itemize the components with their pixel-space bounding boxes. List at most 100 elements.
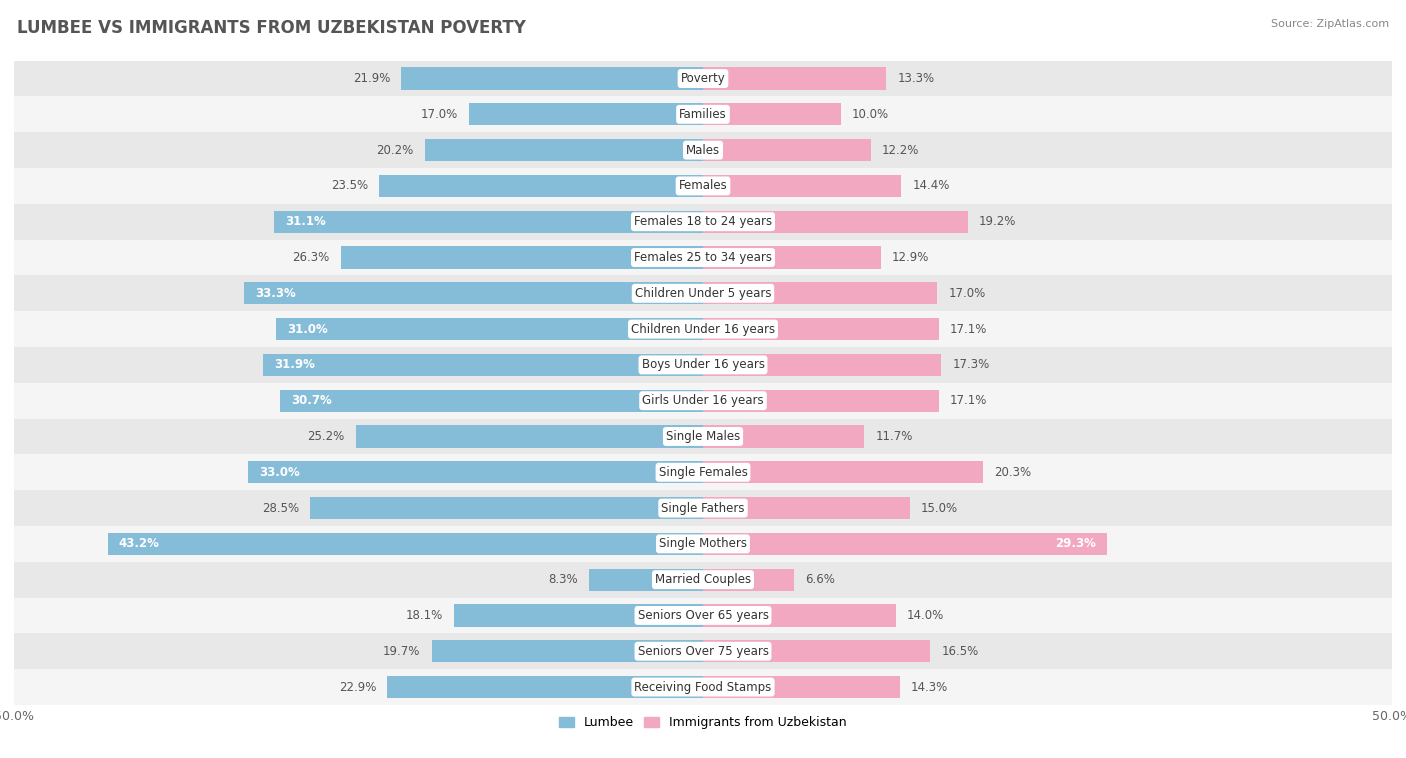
Text: 18.1%: 18.1%: [405, 609, 443, 622]
Text: 21.9%: 21.9%: [353, 72, 391, 85]
Text: Children Under 5 years: Children Under 5 years: [634, 287, 772, 300]
Bar: [703, 533, 1107, 555]
Text: 12.9%: 12.9%: [891, 251, 929, 264]
Text: Single Fathers: Single Fathers: [661, 502, 745, 515]
Bar: [14, 347, 1392, 383]
Bar: [14, 454, 1392, 490]
Text: 17.0%: 17.0%: [948, 287, 986, 300]
Bar: [703, 676, 900, 698]
Text: 17.0%: 17.0%: [420, 108, 458, 121]
Bar: [14, 634, 1392, 669]
Bar: [401, 67, 703, 89]
Bar: [703, 461, 983, 484]
Bar: [425, 139, 703, 161]
Text: 23.5%: 23.5%: [330, 180, 368, 193]
Text: 31.0%: 31.0%: [287, 323, 328, 336]
Bar: [14, 275, 1392, 312]
Bar: [14, 669, 1392, 705]
Bar: [703, 604, 896, 627]
Bar: [703, 425, 865, 447]
Legend: Lumbee, Immigrants from Uzbekistan: Lumbee, Immigrants from Uzbekistan: [554, 711, 852, 735]
Bar: [356, 425, 703, 447]
Bar: [14, 240, 1392, 275]
Bar: [703, 497, 910, 519]
Text: 14.3%: 14.3%: [911, 681, 948, 694]
Bar: [703, 568, 794, 590]
Bar: [276, 318, 703, 340]
Bar: [703, 318, 939, 340]
Bar: [14, 204, 1392, 240]
Bar: [703, 246, 880, 268]
Text: 30.7%: 30.7%: [291, 394, 332, 407]
Text: 13.3%: 13.3%: [897, 72, 935, 85]
Text: 16.5%: 16.5%: [942, 645, 979, 658]
Bar: [388, 676, 703, 698]
Text: Females 25 to 34 years: Females 25 to 34 years: [634, 251, 772, 264]
Text: 33.0%: 33.0%: [259, 465, 299, 479]
Bar: [14, 597, 1392, 634]
Text: 17.1%: 17.1%: [949, 394, 987, 407]
Text: Source: ZipAtlas.com: Source: ZipAtlas.com: [1271, 19, 1389, 29]
Bar: [280, 390, 703, 412]
Bar: [245, 282, 703, 305]
Text: 17.3%: 17.3%: [952, 359, 990, 371]
Text: Girls Under 16 years: Girls Under 16 years: [643, 394, 763, 407]
Text: 6.6%: 6.6%: [806, 573, 835, 586]
Text: LUMBEE VS IMMIGRANTS FROM UZBEKISTAN POVERTY: LUMBEE VS IMMIGRANTS FROM UZBEKISTAN POV…: [17, 19, 526, 37]
Bar: [311, 497, 703, 519]
Text: 29.3%: 29.3%: [1054, 537, 1095, 550]
Text: Single Males: Single Males: [666, 430, 740, 443]
Bar: [14, 96, 1392, 132]
Text: 14.4%: 14.4%: [912, 180, 950, 193]
Bar: [14, 312, 1392, 347]
Bar: [14, 383, 1392, 418]
Bar: [14, 562, 1392, 597]
Text: Families: Families: [679, 108, 727, 121]
Text: 20.2%: 20.2%: [377, 143, 413, 157]
Text: Seniors Over 65 years: Seniors Over 65 years: [637, 609, 769, 622]
Text: Children Under 16 years: Children Under 16 years: [631, 323, 775, 336]
Text: 43.2%: 43.2%: [118, 537, 160, 550]
Text: 25.2%: 25.2%: [308, 430, 344, 443]
Text: 33.3%: 33.3%: [254, 287, 295, 300]
Bar: [703, 175, 901, 197]
Bar: [703, 641, 931, 662]
Text: Boys Under 16 years: Boys Under 16 years: [641, 359, 765, 371]
Bar: [340, 246, 703, 268]
Text: Single Mothers: Single Mothers: [659, 537, 747, 550]
Bar: [432, 641, 703, 662]
Text: 26.3%: 26.3%: [292, 251, 329, 264]
Bar: [14, 61, 1392, 96]
Bar: [703, 103, 841, 125]
Bar: [703, 282, 938, 305]
Text: 11.7%: 11.7%: [875, 430, 912, 443]
Bar: [14, 168, 1392, 204]
Text: Married Couples: Married Couples: [655, 573, 751, 586]
Text: 10.0%: 10.0%: [852, 108, 889, 121]
Text: 31.1%: 31.1%: [285, 215, 326, 228]
Text: 12.2%: 12.2%: [882, 143, 920, 157]
Bar: [380, 175, 703, 197]
Bar: [249, 461, 703, 484]
Text: Receiving Food Stamps: Receiving Food Stamps: [634, 681, 772, 694]
Text: Poverty: Poverty: [681, 72, 725, 85]
Text: 31.9%: 31.9%: [274, 359, 315, 371]
Bar: [14, 132, 1392, 168]
Bar: [703, 211, 967, 233]
Bar: [14, 490, 1392, 526]
Bar: [14, 418, 1392, 454]
Text: 17.1%: 17.1%: [949, 323, 987, 336]
Text: 22.9%: 22.9%: [339, 681, 377, 694]
Text: 28.5%: 28.5%: [262, 502, 299, 515]
Text: Females 18 to 24 years: Females 18 to 24 years: [634, 215, 772, 228]
Bar: [108, 533, 703, 555]
Bar: [454, 604, 703, 627]
Bar: [263, 354, 703, 376]
Bar: [703, 390, 939, 412]
Text: 20.3%: 20.3%: [994, 465, 1031, 479]
Bar: [468, 103, 703, 125]
Bar: [14, 526, 1392, 562]
Bar: [589, 568, 703, 590]
Bar: [703, 67, 886, 89]
Text: 8.3%: 8.3%: [548, 573, 578, 586]
